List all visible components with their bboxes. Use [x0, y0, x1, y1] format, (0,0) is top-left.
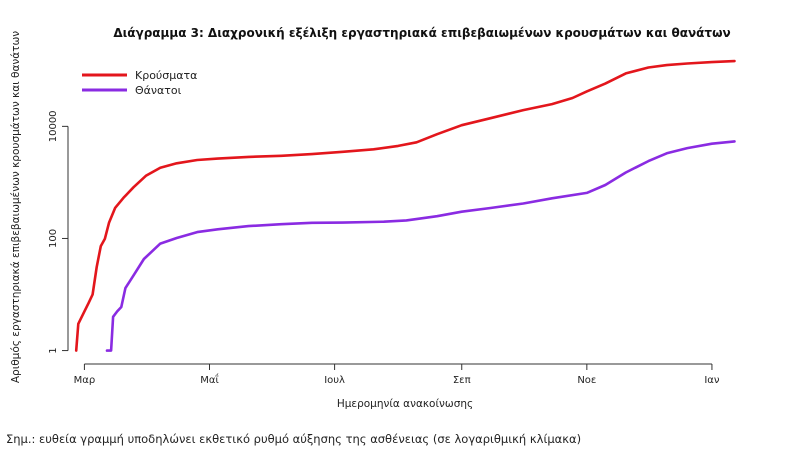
x-tick-label: Ιουλ [324, 375, 345, 386]
axes: 1 100 10000 Μαρ Μαΐ Ιουλ Σεπ Νοε Ιαν [48, 110, 720, 386]
series-layer [74, 59, 736, 352]
x-axis-label: Ημερομηνία ανακοίνωσης [337, 398, 473, 410]
y-axis-label: Αριθμός εργαστηριακά επιβεβαιωμένων κρου… [10, 31, 22, 383]
legend: Κρούσματα Θάνατοι [82, 69, 197, 97]
x-tick-label: Ιαν [704, 375, 720, 386]
footnote: Σημ.: ευθεία γραμμή υποδηλώνει εκθετικό … [6, 432, 582, 446]
x-tick-label: Μαρ [74, 375, 96, 386]
x-tick-label: Μαΐ [200, 372, 219, 386]
y-tick-label: 10000 [48, 110, 59, 142]
legend-label-cases: Κρούσματα [135, 69, 197, 82]
y-tick-label: 1 [48, 347, 59, 353]
x-tick-label: Σεπ [453, 375, 471, 386]
chart-title: Διάγραμμα 3: Διαχρονική εξέλιξη εργαστηρ… [113, 26, 730, 40]
series-line-deaths [105, 140, 736, 352]
series-line-cases [74, 59, 736, 352]
legend-label-deaths: Θάνατοι [135, 84, 182, 97]
x-tick-label: Νοε [577, 375, 596, 386]
y-tick-label: 100 [48, 229, 59, 248]
